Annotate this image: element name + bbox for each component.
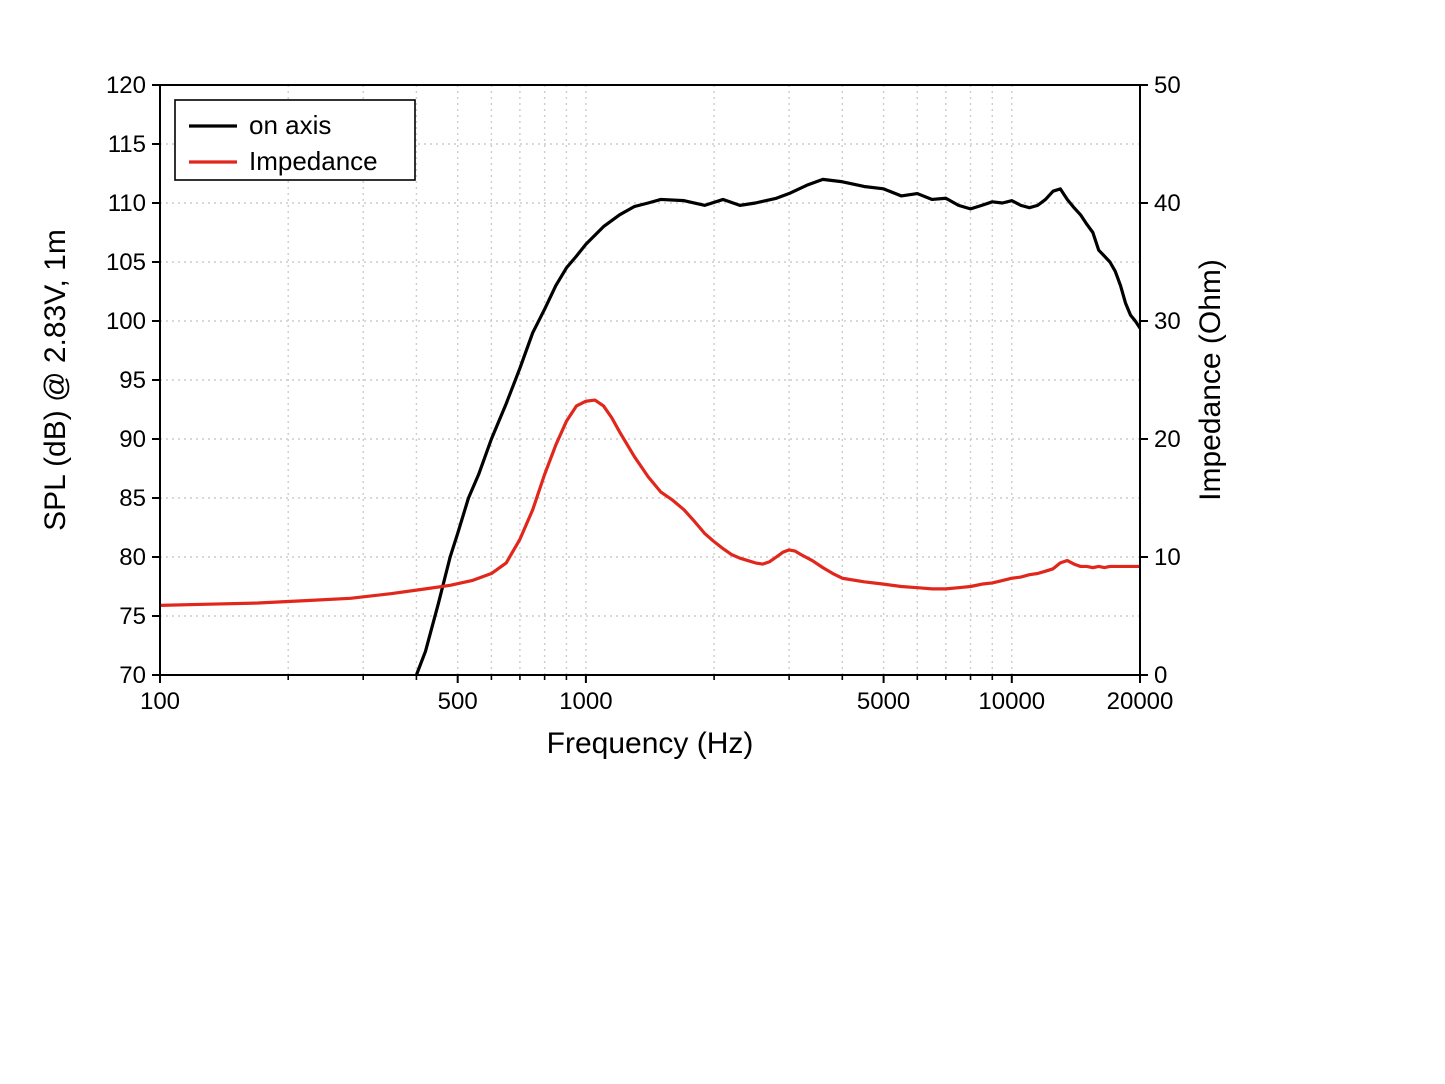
y-right-tick-label: 30 <box>1154 308 1181 335</box>
y-left-axis-label: SPL (dB) @ 2.83V, 1m <box>39 229 72 531</box>
legend: on axis Impedance <box>175 100 415 180</box>
x-tick-label: 5000 <box>857 688 910 715</box>
y-right-tick-label: 10 <box>1154 544 1181 571</box>
y-left-tick-label: 80 <box>119 544 146 571</box>
x-tick-label: 10000 <box>978 688 1045 715</box>
y-left-tick-label: 85 <box>119 485 146 512</box>
y-left-tick-label: 115 <box>108 131 146 158</box>
y-left-tick-label: 110 <box>108 190 146 217</box>
y-right-tick-label: 40 <box>1154 190 1181 217</box>
legend-item-label: Impedance <box>249 146 378 176</box>
legend-item-label: on axis <box>249 110 331 140</box>
y-left-tick-label: 120 <box>106 72 146 99</box>
y-left-tick-label: 75 <box>119 603 146 630</box>
x-tick-label: 100 <box>140 688 180 715</box>
x-tick-label: 500 <box>438 688 478 715</box>
y-left-tick-label: 90 <box>119 426 146 453</box>
x-tick-label: 20000 <box>1107 688 1174 715</box>
x-tick-label: 1000 <box>559 688 612 715</box>
y-right-axis-label: Impedance (Ohm) <box>1194 259 1227 501</box>
y-right-tick-label: 0 <box>1154 662 1167 689</box>
y-left-tick-label: 100 <box>106 308 146 335</box>
y-left-tick-label: 95 <box>119 367 146 394</box>
y-right-tick-label: 50 <box>1154 72 1181 99</box>
y-left-tick-label: 105 <box>106 249 146 276</box>
x-axis-label: Frequency (Hz) <box>547 727 754 760</box>
y-left-tick-label: 70 <box>119 662 146 689</box>
spl-impedance-chart: 70 75 80 85 90 95 100 105 110 115 120 0 10 20 30 40 50 10… <box>0 0 1445 1084</box>
y-right-tick-label: 20 <box>1154 426 1181 453</box>
